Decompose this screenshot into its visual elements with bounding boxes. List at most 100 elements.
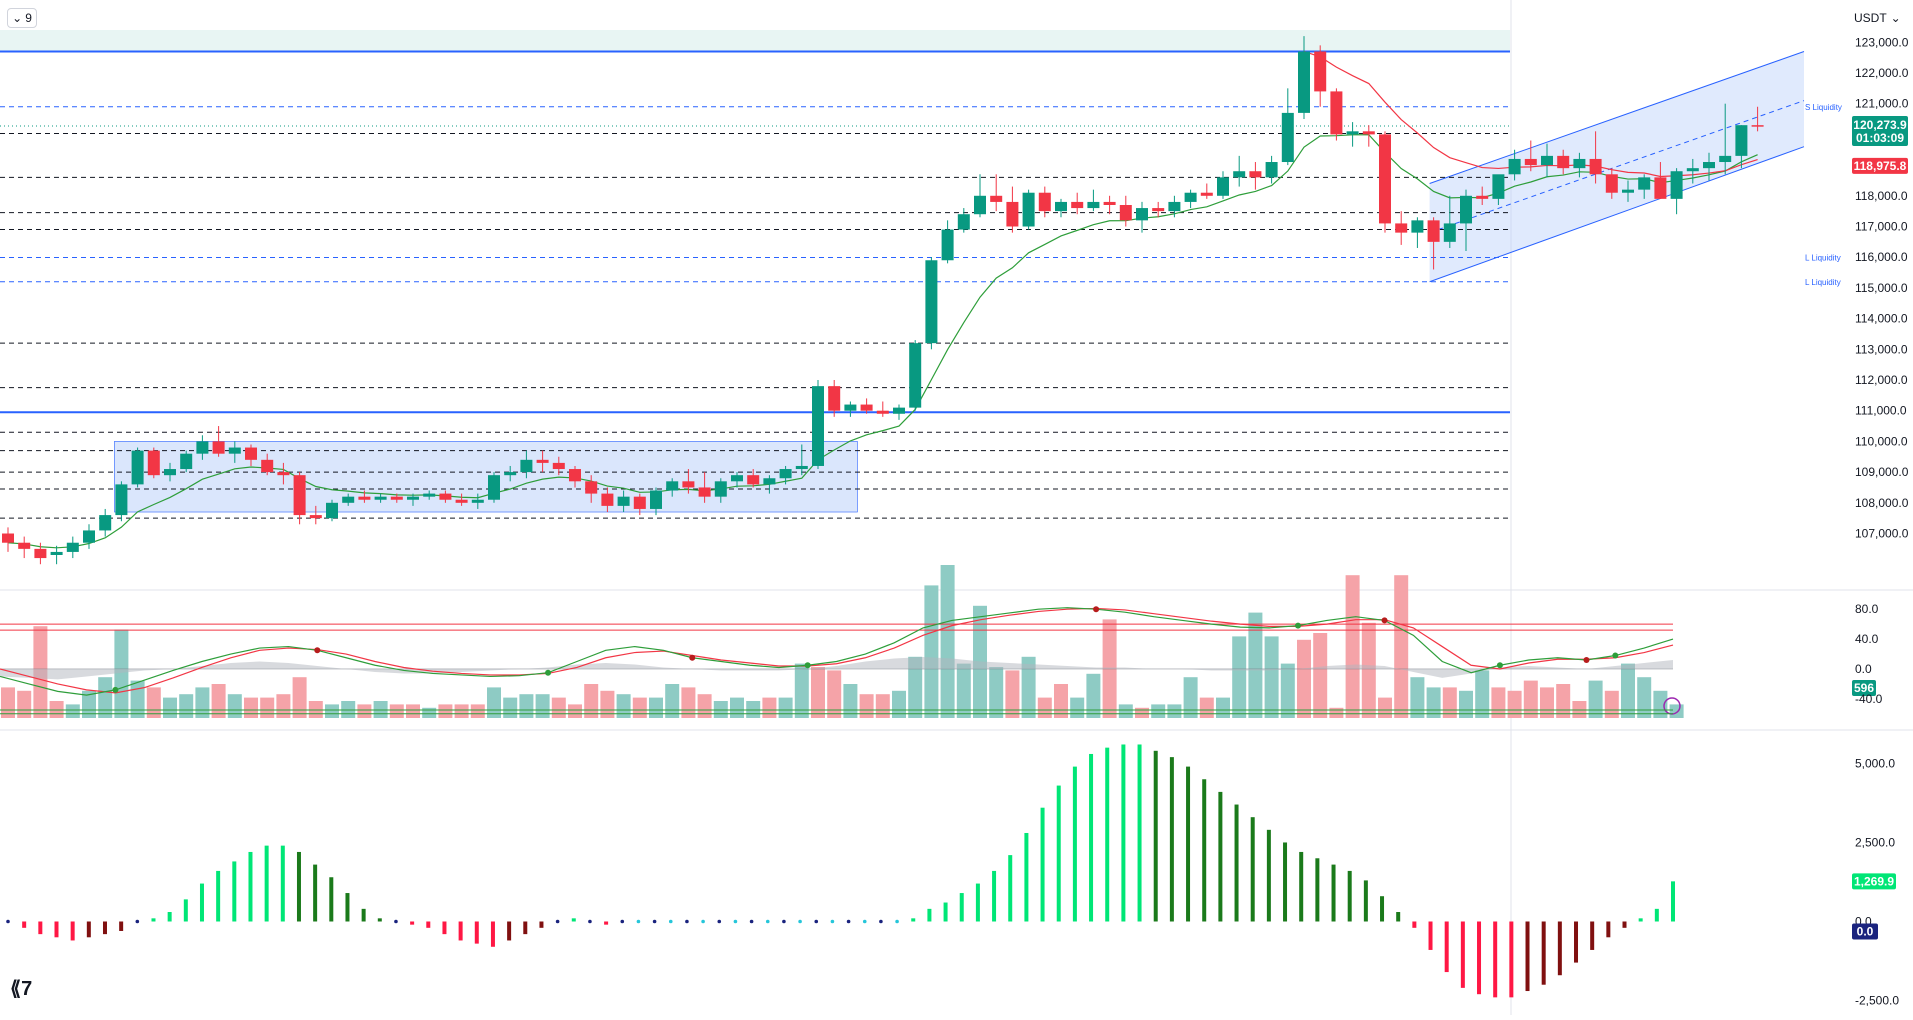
candle-body xyxy=(1087,201,1100,209)
candle-body xyxy=(1411,220,1424,233)
histogram-dot xyxy=(394,919,398,924)
volume-bar xyxy=(1345,575,1360,718)
candle-body xyxy=(941,229,954,261)
candle-body xyxy=(164,469,176,476)
volume-bar xyxy=(908,656,923,718)
candle-body xyxy=(1152,208,1165,212)
candle-body xyxy=(471,499,484,503)
candle-body xyxy=(1136,208,1148,221)
volume-bar xyxy=(179,694,194,718)
volume-bar xyxy=(406,704,420,718)
candle-body xyxy=(957,214,970,230)
chevron-down-icon: ⌄ xyxy=(12,11,23,25)
candle-body xyxy=(1524,158,1537,166)
candle-body xyxy=(1362,131,1375,135)
volume-bar xyxy=(713,701,728,718)
price-tick-label: 110,000.0 xyxy=(1855,434,1908,448)
histogram-bar xyxy=(38,921,43,935)
volume-bar xyxy=(1280,663,1295,718)
candle-body xyxy=(650,490,662,509)
volume-bar xyxy=(389,704,404,718)
histogram-bar xyxy=(296,851,301,922)
volume-bar xyxy=(65,704,80,718)
histogram-bar xyxy=(1202,779,1207,922)
histogram-bar xyxy=(458,921,463,941)
volume-bar xyxy=(568,704,582,718)
candle-body xyxy=(115,484,128,516)
candle-body xyxy=(66,542,79,552)
price-tick-label: 112,000.0 xyxy=(1855,373,1908,387)
range-box xyxy=(114,441,858,513)
histogram-bar xyxy=(1024,832,1029,922)
candle-body xyxy=(1508,158,1521,175)
candle-body xyxy=(423,493,436,497)
volume-bar xyxy=(227,694,242,718)
interval-selector[interactable]: ⌄ 9 xyxy=(7,8,37,28)
volume-bar xyxy=(163,697,177,718)
volume-bar xyxy=(98,677,113,718)
volume-bar xyxy=(503,697,518,718)
candle-body xyxy=(50,551,63,555)
price-tick-label: 115,000.0 xyxy=(1855,281,1908,295)
candle-body xyxy=(228,447,241,454)
volume-bar xyxy=(665,684,680,718)
volume-bar xyxy=(1669,704,1684,718)
candle-body xyxy=(698,487,711,497)
volume-bar xyxy=(649,697,663,718)
histogram-bar xyxy=(1380,896,1385,922)
volume-bar xyxy=(1507,690,1522,718)
price-tick-label: 114,000.0 xyxy=(1855,312,1908,326)
candle-body xyxy=(1735,125,1748,156)
histogram-bar xyxy=(442,921,447,935)
volume-bar xyxy=(746,701,761,718)
histogram-bar xyxy=(102,921,107,935)
currency-selector[interactable]: USDT ⌄ xyxy=(1854,8,1904,28)
candle-body xyxy=(731,475,743,482)
histogram-bar xyxy=(523,921,528,935)
volume-bar xyxy=(470,704,485,718)
volume-bar xyxy=(1183,677,1198,718)
candle-body xyxy=(779,469,792,479)
volume-bar xyxy=(940,565,955,718)
histogram-bar xyxy=(1541,921,1546,985)
volume-bar xyxy=(519,694,534,718)
histogram-bar xyxy=(1428,921,1433,950)
candle-body xyxy=(1670,171,1683,199)
volume-bar xyxy=(1556,684,1571,718)
histogram-bar xyxy=(1153,750,1158,922)
volume-bar xyxy=(1523,680,1538,718)
candle-body xyxy=(1249,171,1262,178)
crossover-dot xyxy=(1496,662,1503,669)
candle-body xyxy=(504,472,517,476)
oscillator-histogram-area xyxy=(0,657,1673,680)
crossover-dot xyxy=(1295,622,1302,629)
candle-body xyxy=(1703,162,1715,169)
volume-bar xyxy=(632,697,647,718)
volume-bar xyxy=(1167,704,1182,718)
histogram-bar xyxy=(426,921,431,928)
volume-bar xyxy=(1005,670,1020,718)
price-tick-label: 111,000.0 xyxy=(1855,404,1907,418)
volume-bar xyxy=(1232,636,1247,718)
volume-bar xyxy=(811,667,825,718)
histogram-dot xyxy=(782,919,786,924)
histogram-dot xyxy=(636,919,641,924)
candle-body xyxy=(439,493,452,500)
histogram-bar xyxy=(1008,855,1013,922)
channel-lower-line xyxy=(1429,146,1805,283)
volume-bar xyxy=(1264,636,1279,718)
volume-bar xyxy=(438,704,453,718)
histogram-bar xyxy=(1299,851,1304,922)
candle-body xyxy=(261,459,274,473)
candle-body xyxy=(212,441,225,454)
tradingview-logo-icon[interactable]: ⟪7 xyxy=(10,978,33,1000)
histogram-tick-label: -2,500.0 xyxy=(1855,994,1899,1008)
histogram-dot xyxy=(668,919,673,924)
volume-bar xyxy=(892,690,906,718)
candle-body xyxy=(520,459,533,473)
histogram-bar xyxy=(1477,921,1482,995)
last-price-tag xyxy=(1852,115,1908,146)
volume-bar xyxy=(1054,684,1068,718)
